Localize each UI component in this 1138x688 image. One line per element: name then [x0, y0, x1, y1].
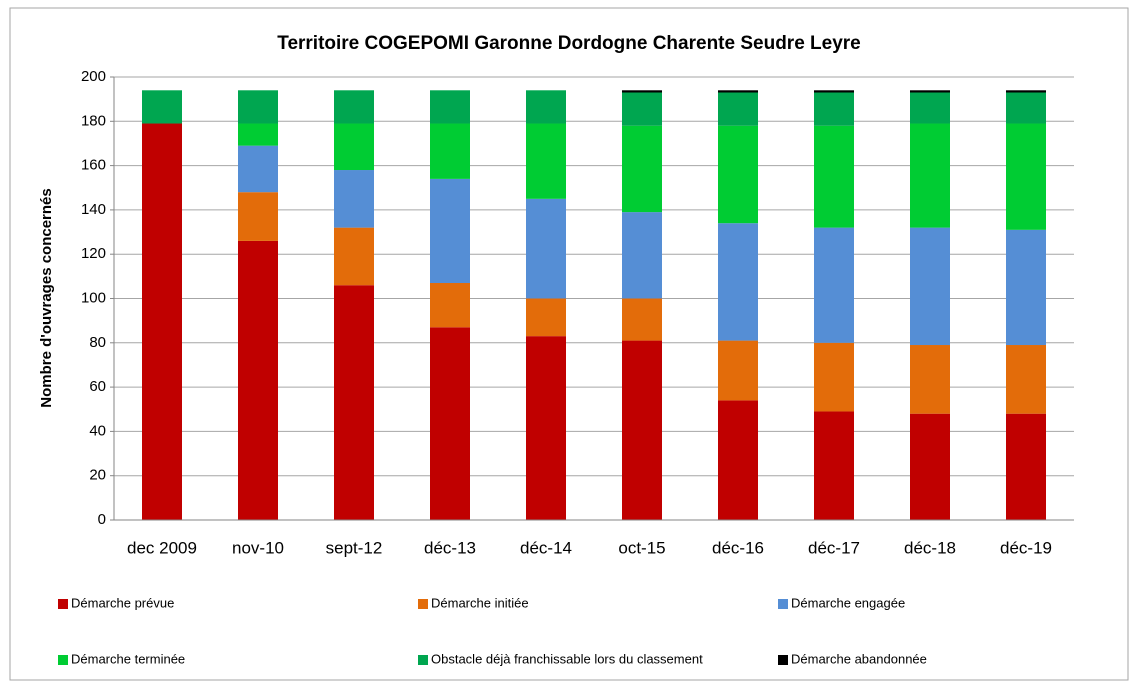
x-tick-label: oct-15 — [618, 538, 665, 557]
x-tick-label: déc-16 — [712, 538, 764, 557]
bar-segment — [238, 240, 278, 520]
bar-segment — [814, 342, 854, 412]
bar-segment — [718, 223, 758, 341]
y-axis-label: Nombre d'ouvrages concernés — [38, 188, 55, 407]
legend-label: Démarche engagée — [791, 595, 905, 610]
bar-segment — [238, 145, 278, 193]
bar-segment — [718, 400, 758, 520]
bar-segment — [910, 123, 950, 228]
legend-swatch — [778, 655, 788, 665]
bar-segment — [1006, 345, 1046, 414]
x-tick-label: nov-10 — [232, 538, 284, 557]
y-tick-label: 80 — [89, 334, 106, 351]
bar-segment — [334, 227, 374, 286]
bar-segment — [622, 92, 662, 126]
bar-segment — [814, 227, 854, 343]
bar-segment — [334, 285, 374, 520]
bar-segment — [526, 298, 566, 337]
x-tick-label: déc-14 — [520, 538, 572, 557]
bar-segment — [1006, 90, 1046, 93]
legend-label: Obstacle déjà franchissable lors du clas… — [431, 651, 703, 666]
legend-swatch — [418, 655, 428, 665]
bar-segment — [814, 92, 854, 126]
bar-segment — [526, 123, 566, 199]
bar-segment — [910, 90, 950, 93]
x-tick-label: déc-17 — [808, 538, 860, 557]
y-tick-label: 200 — [81, 68, 106, 85]
bar-segment — [142, 90, 182, 124]
bar-segment — [814, 125, 854, 228]
bar-segment — [718, 92, 758, 126]
bar-segment — [1006, 92, 1046, 124]
y-tick-label: 160 — [81, 157, 106, 174]
legend-swatch — [58, 655, 68, 665]
y-tick-label: 180 — [81, 112, 106, 129]
bar-segment — [334, 123, 374, 171]
bar-segment — [718, 125, 758, 224]
bar-segment — [718, 90, 758, 93]
chart-title: Territoire COGEPOMI Garonne Dordogne Cha… — [277, 33, 861, 54]
x-tick-label: déc-18 — [904, 538, 956, 557]
bar-segment — [622, 298, 662, 341]
bar-segment — [526, 336, 566, 520]
bar-segment — [334, 170, 374, 228]
x-tick-label: déc-13 — [424, 538, 476, 557]
bar-segment — [238, 123, 278, 146]
bar-segment — [622, 125, 662, 213]
bar-segment — [814, 411, 854, 520]
bar-segment — [430, 282, 470, 328]
legend-label: Démarche terminée — [71, 651, 185, 666]
bar-segment — [430, 90, 470, 124]
bar-segment — [1006, 413, 1046, 520]
bar-segment — [142, 123, 182, 520]
y-tick-label: 140 — [81, 201, 106, 218]
bar-segment — [430, 178, 470, 283]
legend-label: Démarche abandonnée — [791, 651, 927, 666]
x-tick-label: dec 2009 — [127, 538, 197, 557]
legend-swatch — [778, 599, 788, 609]
bar-segment — [526, 90, 566, 124]
bar-segment — [910, 345, 950, 414]
bar-segment — [718, 340, 758, 401]
legend-label: Démarche prévue — [71, 595, 174, 610]
bar-segment — [238, 192, 278, 241]
bar-segment — [526, 198, 566, 299]
bar-segment — [1006, 123, 1046, 230]
bar-segment — [910, 227, 950, 346]
bar-segment — [430, 123, 470, 179]
bar-segment — [622, 212, 662, 299]
y-tick-label: 120 — [81, 245, 106, 262]
bar-segment — [910, 413, 950, 520]
legend-swatch — [58, 599, 68, 609]
bar-segment — [910, 92, 950, 124]
bar-segment — [622, 340, 662, 520]
y-tick-label: 60 — [89, 378, 106, 395]
y-tick-label: 0 — [98, 511, 106, 528]
y-tick-label: 40 — [89, 422, 106, 439]
x-tick-label: sept-12 — [326, 538, 383, 557]
legend-swatch — [418, 599, 428, 609]
y-tick-label: 20 — [89, 467, 106, 484]
bar-segment — [1006, 229, 1046, 346]
bar-segment — [238, 90, 278, 124]
bar-segment — [430, 327, 470, 520]
bar-segment — [622, 90, 662, 93]
bar-segment — [334, 90, 374, 124]
legend-label: Démarche initiée — [431, 595, 529, 610]
bar-segment — [814, 90, 854, 93]
x-tick-label: déc-19 — [1000, 538, 1052, 557]
y-tick-label: 100 — [81, 289, 106, 306]
